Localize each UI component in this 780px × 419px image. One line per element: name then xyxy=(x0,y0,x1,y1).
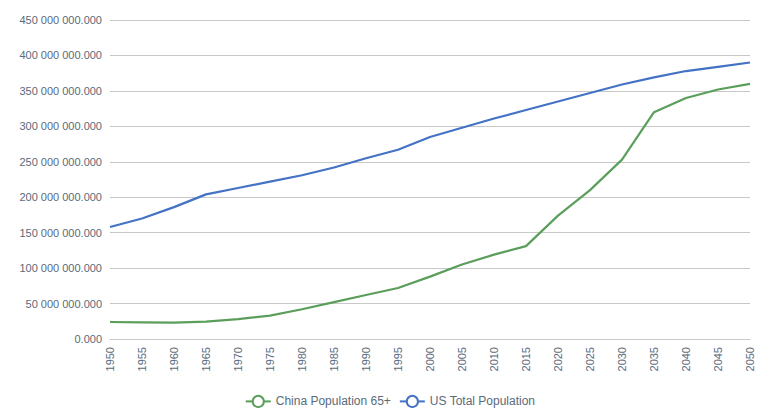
svg-text:1950: 1950 xyxy=(104,347,116,371)
svg-text:2000: 2000 xyxy=(424,347,436,371)
svg-text:2005: 2005 xyxy=(456,347,468,371)
svg-text:2015: 2015 xyxy=(520,347,532,371)
svg-text:50 000 000.000: 50 000 000.000 xyxy=(26,298,102,310)
svg-text:400 000 000.000: 400 000 000.000 xyxy=(19,49,102,61)
svg-text:1985: 1985 xyxy=(328,347,340,371)
svg-text:350 000 000.000: 350 000 000.000 xyxy=(19,85,102,97)
svg-text:1970: 1970 xyxy=(232,347,244,371)
svg-text:2035: 2035 xyxy=(648,347,660,371)
svg-text:250 000 000.000: 250 000 000.000 xyxy=(19,156,102,168)
svg-text:1995: 1995 xyxy=(392,347,404,371)
svg-text:1960: 1960 xyxy=(168,347,180,371)
svg-text:US Total Population: US Total Population xyxy=(430,394,535,408)
svg-text:300 000 000.000: 300 000 000.000 xyxy=(19,120,102,132)
svg-text:2040: 2040 xyxy=(680,347,692,371)
svg-text:450 000 000.000: 450 000 000.000 xyxy=(19,14,102,26)
svg-text:200 000 000.000: 200 000 000.000 xyxy=(19,191,102,203)
svg-text:China Population 65+: China Population 65+ xyxy=(276,394,391,408)
svg-text:1955: 1955 xyxy=(136,347,148,371)
svg-text:2020: 2020 xyxy=(552,347,564,371)
svg-text:2050: 2050 xyxy=(744,347,756,371)
svg-text:1990: 1990 xyxy=(360,347,372,371)
svg-text:1975: 1975 xyxy=(264,347,276,371)
svg-text:1980: 1980 xyxy=(296,347,308,371)
svg-text:2030: 2030 xyxy=(616,347,628,371)
svg-text:0.000: 0.000 xyxy=(74,333,102,345)
svg-text:2025: 2025 xyxy=(584,347,596,371)
svg-text:2045: 2045 xyxy=(712,347,724,371)
svg-text:1965: 1965 xyxy=(200,347,212,371)
svg-text:2010: 2010 xyxy=(488,347,500,371)
svg-text:150 000 000.000: 150 000 000.000 xyxy=(19,227,102,239)
svg-text:100 000 000.000: 100 000 000.000 xyxy=(19,262,102,274)
